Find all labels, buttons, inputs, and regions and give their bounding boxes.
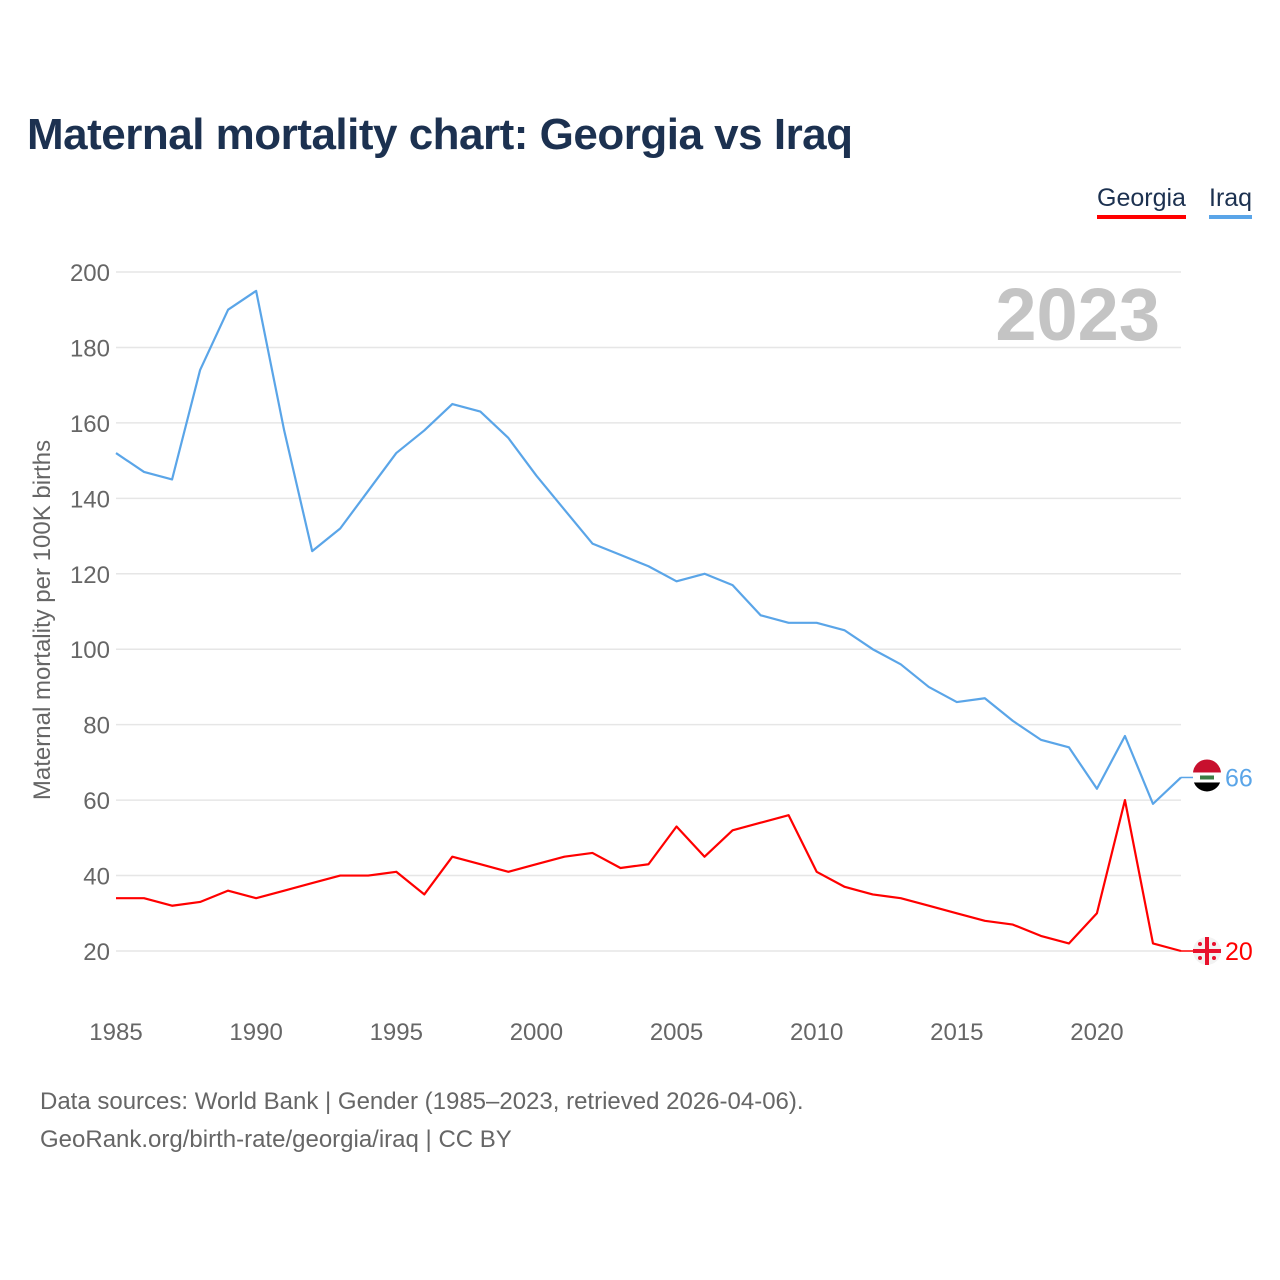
legend-georgia[interactable]: Georgia bbox=[1097, 184, 1186, 219]
iraq-flag-icon bbox=[1193, 759, 1221, 774]
y-tick-label: 160 bbox=[70, 411, 110, 438]
year-watermark: 2023 bbox=[995, 273, 1160, 356]
chart-title: Maternal mortality chart: Georgia vs Ira… bbox=[27, 110, 853, 159]
end-value-label-iraq: 66 bbox=[1225, 764, 1253, 792]
data-source-note: Data sources: World Bank | Gender (1985–… bbox=[40, 1088, 804, 1115]
x-tick-label: 1990 bbox=[229, 1019, 282, 1046]
y-tick-label: 140 bbox=[70, 486, 110, 513]
georgia-flag-icon bbox=[1193, 949, 1221, 953]
y-tick-label: 40 bbox=[83, 864, 110, 891]
y-tick-label: 100 bbox=[70, 637, 110, 664]
x-tick-label: 2010 bbox=[790, 1019, 843, 1046]
georgia-flag-icon bbox=[1198, 942, 1202, 946]
series-line-iraq bbox=[115, 289, 1182, 805]
x-tick-label: 2015 bbox=[930, 1019, 983, 1046]
georgia-flag-icon bbox=[1212, 956, 1216, 960]
x-tick-label: 2005 bbox=[650, 1019, 703, 1046]
x-tick-label: 1995 bbox=[370, 1019, 423, 1046]
y-tick-label: 180 bbox=[70, 335, 110, 362]
y-tick-label: 20 bbox=[83, 939, 110, 966]
y-axis-label: Maternal mortality per 100K births bbox=[29, 440, 56, 800]
legend-iraq[interactable]: Iraq bbox=[1209, 184, 1253, 219]
x-tick-label: 2000 bbox=[510, 1019, 563, 1046]
y-tick-label: 60 bbox=[83, 788, 110, 815]
georgia-flag-icon bbox=[1212, 942, 1216, 946]
georgia-flag-icon bbox=[1198, 956, 1202, 960]
x-tick-label: 1985 bbox=[89, 1019, 142, 1046]
series-line-georgia bbox=[116, 799, 1182, 953]
iraq-flag-icon bbox=[1200, 775, 1214, 780]
y-tick-label: 80 bbox=[83, 713, 110, 740]
x-tick-label: 2020 bbox=[1070, 1019, 1123, 1046]
attribution: GeoRank.org/birth-rate/georgia/iraq | CC… bbox=[40, 1126, 512, 1153]
y-tick-label: 120 bbox=[70, 562, 110, 589]
y-tick-label: 200 bbox=[70, 260, 110, 287]
end-value-label-georgia: 20 bbox=[1225, 938, 1253, 966]
